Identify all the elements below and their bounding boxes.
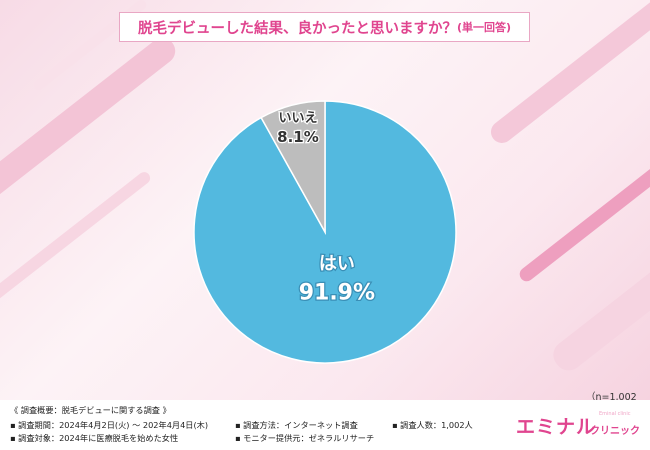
survey-provider: ▪ モニター提供元：ゼネラルリサーチ: [235, 433, 375, 443]
survey-overview: 《 調査概要：脱毛デビューに関する調査 》: [10, 405, 171, 415]
survey-method: ▪ 調査方法：インターネット調査: [235, 420, 358, 430]
survey-period: ▪ 調査期間：2024年4月2日(火) ～ 202年4月4日(木): [10, 420, 209, 430]
logo-small-text: Eminal clinic: [599, 411, 631, 417]
pie-value-1: 8.1%: [277, 128, 319, 146]
logo-main-text: エミナル: [516, 416, 597, 438]
survey-target: ▪ 調査対象：2024年に医療脱毛を始めた女性: [10, 433, 179, 443]
pie-value-0: 91.9%: [299, 281, 375, 306]
pie-label-0: はい: [319, 254, 355, 275]
pie-slice-1: [260, 100, 326, 235]
logo-sub-text: クリニック: [590, 426, 640, 437]
footer: [0, 400, 650, 450]
title-suffix: (単一回答): [456, 21, 512, 34]
pie-label-1: いいえ: [278, 111, 317, 126]
title-text: 脱毛デビューした結果、良かったと思いますか？: [137, 20, 457, 37]
survey-count: ▪ 調査人数：1,002人: [392, 420, 473, 430]
chart-title: 脱毛デビューした結果、良かったと思いますか？ (単一回答): [119, 12, 530, 42]
pie-chart: はい 91.9% いいえ 8.1%: [193, 100, 457, 364]
